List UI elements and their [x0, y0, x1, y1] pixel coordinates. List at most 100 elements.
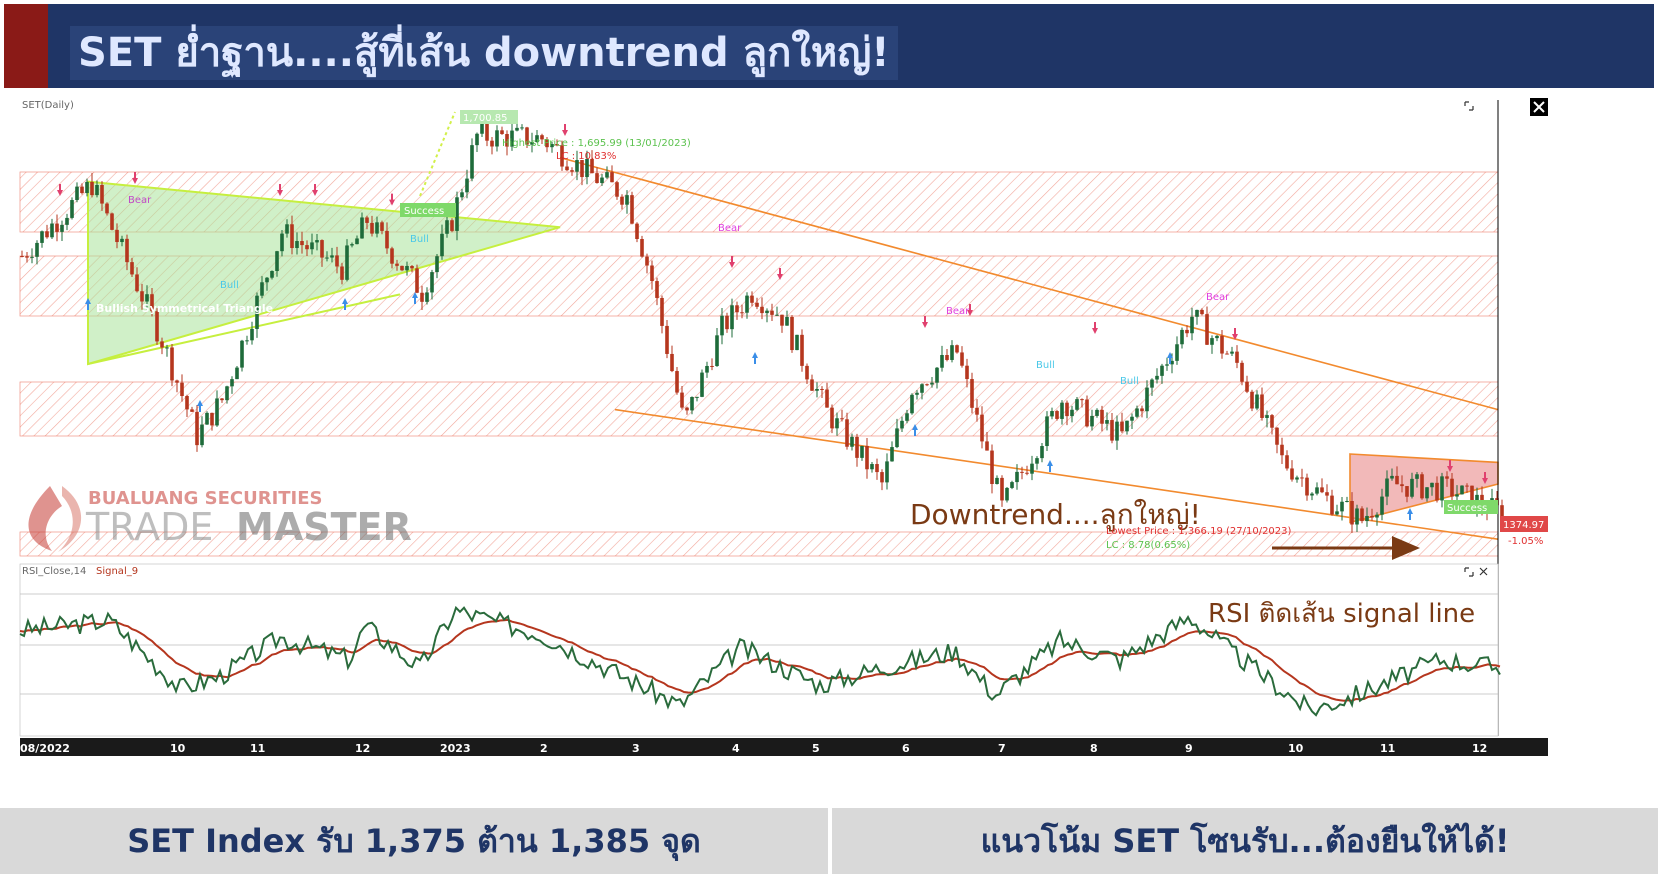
bear-arrow-icon — [1232, 328, 1238, 340]
candle — [100, 185, 104, 204]
candle — [430, 272, 434, 293]
candle — [1000, 477, 1004, 501]
bear-arrow-icon — [389, 193, 395, 206]
bull-arrow-icon — [752, 352, 758, 364]
candle — [80, 186, 84, 194]
candle — [210, 412, 214, 426]
candle — [860, 445, 864, 458]
candle — [1470, 485, 1474, 511]
candle — [230, 379, 234, 387]
candle — [945, 355, 949, 360]
highest-price-label: Highest Price : 1,695.99 (13/01/2023) — [502, 138, 691, 149]
downtrend-annotation: Downtrend....ลูกใหญ่! — [910, 498, 1201, 532]
candle — [1250, 391, 1254, 409]
candle — [290, 224, 294, 249]
candle — [1375, 514, 1379, 518]
candle — [410, 265, 414, 269]
candle — [1105, 420, 1109, 424]
candle — [125, 238, 129, 263]
candle — [535, 135, 539, 143]
candle — [420, 292, 424, 302]
candle — [280, 233, 284, 252]
close-chart-button[interactable] — [1530, 98, 1548, 116]
candle — [555, 144, 559, 146]
candle — [990, 450, 994, 485]
x-tick-label: 2 — [540, 742, 548, 755]
candle — [575, 160, 579, 172]
support-resistance-caption: SET Index รับ 1,375 ต้าน 1,385 จุด — [0, 808, 828, 874]
expand-price-button[interactable] — [1464, 101, 1474, 111]
candle — [1500, 505, 1504, 524]
x-tick-label: 10 — [1288, 742, 1304, 755]
bear-arrow-icon — [57, 184, 63, 196]
candle — [1210, 338, 1214, 345]
candle — [1170, 360, 1174, 365]
candle — [640, 239, 644, 257]
candle — [1430, 482, 1434, 488]
x-tick-label: 11 — [1380, 742, 1395, 755]
candle — [370, 222, 374, 234]
candle — [570, 170, 574, 172]
candle — [1355, 508, 1359, 525]
candle — [300, 241, 304, 246]
candle — [55, 223, 59, 232]
candle — [1230, 351, 1234, 354]
candle — [1055, 411, 1059, 419]
candle — [680, 392, 684, 408]
candle — [1285, 455, 1289, 469]
candle — [200, 424, 204, 446]
change-label: -1.05% — [1508, 536, 1543, 547]
candle — [450, 220, 454, 231]
candle — [1290, 468, 1294, 480]
candle — [1125, 420, 1129, 432]
candle — [635, 223, 639, 240]
candle — [435, 256, 439, 273]
candle — [255, 295, 259, 329]
candle — [135, 274, 139, 292]
candle — [790, 316, 794, 351]
candle — [770, 310, 774, 315]
candle — [250, 328, 254, 341]
candle — [645, 256, 649, 266]
candle — [110, 213, 114, 230]
candle — [340, 266, 344, 280]
bear-label-1: Bear — [128, 195, 152, 206]
candle — [225, 386, 229, 401]
expand-rsi-button[interactable] — [1464, 567, 1474, 577]
bull-arrow-icon — [342, 298, 348, 310]
rsi-panel — [19, 563, 1499, 737]
bull-arrow-icon — [912, 424, 918, 436]
candle — [1360, 508, 1364, 522]
candle — [585, 158, 589, 178]
candle — [1455, 494, 1459, 497]
candle — [295, 241, 299, 249]
candle — [930, 382, 934, 385]
close-rsi-button[interactable] — [1479, 567, 1488, 576]
candle — [215, 398, 219, 426]
candle — [855, 436, 859, 458]
candle — [1300, 477, 1304, 479]
bull-arrow-icon — [85, 298, 91, 310]
candle — [1070, 409, 1074, 417]
candle — [1260, 394, 1264, 418]
candle — [880, 472, 884, 483]
success-badge-2 — [1444, 500, 1498, 514]
candle — [1320, 487, 1324, 493]
candle — [360, 217, 364, 239]
candle — [1095, 409, 1099, 416]
arrow-right-icon — [1392, 536, 1420, 560]
candle — [1085, 399, 1089, 427]
candle — [955, 345, 959, 353]
bull-arrow-icon — [1047, 460, 1053, 472]
bear-arrow-icon — [729, 256, 735, 268]
candle — [970, 379, 974, 408]
candle — [495, 130, 499, 147]
target-high-label: 1,700.85 — [463, 113, 508, 124]
candle — [975, 407, 979, 415]
candle — [345, 245, 349, 280]
candle — [305, 245, 309, 250]
candle — [175, 380, 179, 383]
candle — [600, 177, 604, 184]
candle — [630, 195, 634, 224]
candle — [105, 203, 109, 214]
